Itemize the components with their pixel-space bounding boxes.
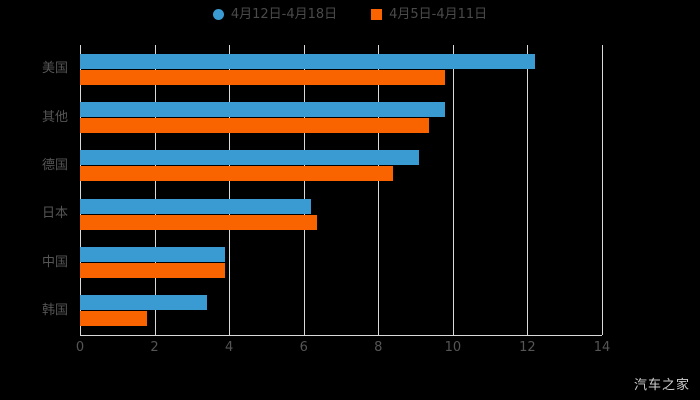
x-axis-tick-label: 2 — [150, 340, 159, 355]
x-axis-tick-label: 10 — [444, 340, 462, 355]
y-axis-label: 日本 — [41, 206, 68, 222]
bar[interactable] — [80, 117, 429, 133]
bar[interactable] — [80, 69, 446, 85]
plot-area — [80, 45, 603, 335]
gridline — [378, 45, 380, 335]
x-axis-line — [80, 335, 602, 336]
x-axis-tick-label: 14 — [593, 340, 611, 355]
bar-group — [80, 238, 602, 286]
bar[interactable] — [80, 214, 317, 230]
bar[interactable] — [80, 311, 148, 327]
bar[interactable] — [80, 198, 312, 214]
y-axis-label: 其他 — [41, 109, 68, 125]
bar-group — [80, 287, 602, 335]
bar[interactable] — [80, 295, 207, 311]
legend-label: 4月12日-4月18日 — [230, 7, 338, 22]
gridline — [154, 45, 156, 335]
legend-entry[interactable]: 4月5日-4月11日 — [371, 8, 487, 21]
y-axis-label: 韩国 — [41, 302, 68, 318]
legend-label: 4月5日-4月11日 — [389, 7, 488, 22]
gridline — [303, 45, 305, 335]
y-axis-label: 中国 — [41, 254, 68, 270]
bar-group — [80, 45, 602, 93]
x-axis-tick-label: 4 — [225, 340, 234, 355]
bar[interactable] — [80, 262, 226, 278]
watermark: 汽车之家 — [633, 378, 690, 393]
gridline — [80, 45, 81, 335]
chart-legend: 4月12日-4月18日 4月5日-4月11日 — [0, 8, 700, 21]
bar-group — [80, 190, 602, 238]
legend-square-icon — [371, 9, 383, 20]
y-axis-label: 美国 — [41, 61, 68, 77]
bar[interactable] — [80, 246, 226, 262]
legend-circle-icon — [212, 9, 224, 20]
bar-group — [80, 93, 602, 141]
x-axis-tick-label: 0 — [75, 340, 85, 355]
gridline — [602, 45, 603, 335]
y-axis-label: 德国 — [41, 157, 68, 173]
bar[interactable] — [80, 166, 394, 182]
gridline — [452, 45, 454, 335]
bar-group — [80, 142, 602, 190]
legend-entry[interactable]: 4月12日-4月18日 — [212, 7, 338, 22]
bar[interactable] — [80, 101, 446, 117]
bar[interactable] — [80, 53, 535, 69]
gridline — [527, 45, 529, 335]
x-axis-tick-label: 6 — [299, 340, 308, 355]
x-axis-tick-label: 8 — [374, 340, 383, 355]
bar[interactable] — [80, 150, 420, 166]
gridline — [229, 45, 231, 335]
x-axis-tick-label: 12 — [519, 340, 536, 355]
